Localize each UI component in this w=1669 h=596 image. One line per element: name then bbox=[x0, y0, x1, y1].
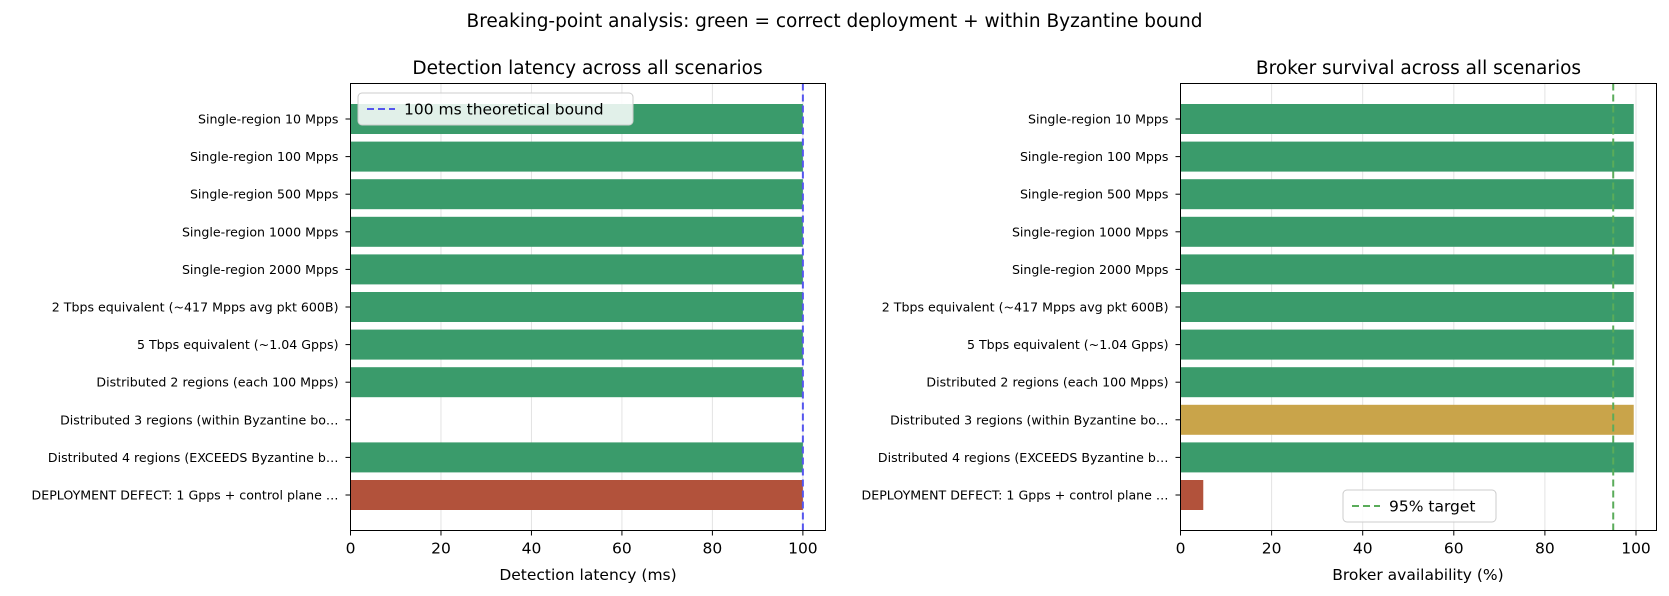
survival-panel-title: Broker survival across all scenarios bbox=[1256, 58, 1581, 79]
latency-category-label: Distributed 3 regions (within Byzantine … bbox=[60, 412, 338, 427]
survival-x-tick-label: 80 bbox=[1535, 540, 1555, 558]
survival-category-label: DEPLOYMENT DEFECT: 1 Gpps + control plan… bbox=[862, 488, 1169, 503]
latency-x-tick-label: 100 bbox=[788, 540, 818, 558]
latency-category-label: Distributed 2 regions (each 100 Mpps) bbox=[96, 375, 338, 390]
latency-category-label: Single-region 100 Mpps bbox=[190, 149, 339, 164]
latency-bar bbox=[350, 442, 803, 473]
latency-x-tick-label: 80 bbox=[703, 540, 723, 558]
survival-legend: 95% target bbox=[1342, 489, 1497, 523]
latency-bar bbox=[350, 329, 803, 360]
survival-category-label: Single-region 10 Mpps bbox=[1028, 112, 1169, 127]
survival-category-label: 2 Tbps equivalent (~417 Mpps avg pkt 600… bbox=[882, 300, 1169, 315]
latency-legend-label: 100 ms theoretical bound bbox=[404, 101, 604, 119]
survival-bar bbox=[1180, 329, 1634, 360]
survival-category-label: Distributed 2 regions (each 100 Mpps) bbox=[926, 375, 1168, 390]
survival-panel: Broker survival across all scenarios 0 20… bbox=[862, 58, 1657, 584]
latency-x-tick-label: 40 bbox=[522, 540, 542, 558]
latency-x-axis-label: Detection latency (ms) bbox=[499, 566, 676, 584]
survival-bar bbox=[1180, 367, 1634, 398]
survival-bar bbox=[1180, 216, 1634, 247]
survival-x-tick-label: 20 bbox=[1262, 540, 1282, 558]
latency-bar bbox=[350, 179, 803, 210]
latency-x-tick-label: 0 bbox=[346, 540, 356, 558]
survival-x-tick-label: 60 bbox=[1444, 540, 1464, 558]
survival-bar bbox=[1180, 480, 1204, 510]
latency-bar bbox=[350, 254, 803, 285]
survival-bar bbox=[1180, 442, 1634, 473]
survival-bar bbox=[1180, 104, 1634, 134]
latency-category-label: Single-region 2000 Mpps bbox=[182, 262, 339, 277]
latency-bar bbox=[350, 216, 803, 247]
survival-bar bbox=[1180, 292, 1634, 322]
latency-legend-box bbox=[357, 92, 634, 126]
survival-legend-box bbox=[1342, 489, 1497, 523]
survival-x-tick-label: 40 bbox=[1353, 540, 1373, 558]
survival-plot-frame bbox=[1180, 83, 1657, 531]
survival-category-label: Distributed 4 regions (EXCEEDS Byzantine… bbox=[878, 450, 1169, 465]
latency-bar bbox=[350, 141, 803, 172]
latency-category-label: Distributed 4 regions (EXCEEDS Byzantine… bbox=[48, 450, 339, 465]
latency-panel: Detection latency across all scenarios 0… bbox=[32, 58, 826, 584]
latency-bar bbox=[350, 367, 803, 398]
survival-bar bbox=[1180, 141, 1634, 172]
latency-bar bbox=[350, 292, 803, 322]
latency-x-tick-label: 60 bbox=[612, 540, 632, 558]
survival-x-axis-label: Broker availability (%) bbox=[1332, 566, 1503, 584]
figure-title: Breaking-point analysis: green = correct… bbox=[467, 11, 1203, 32]
latency-category-label: Single-region 10 Mpps bbox=[198, 112, 339, 127]
survival-category-label: Single-region 100 Mpps bbox=[1020, 149, 1169, 164]
latency-category-label: Single-region 1000 Mpps bbox=[182, 224, 339, 239]
survival-bar bbox=[1180, 179, 1634, 210]
latency-panel-title: Detection latency across all scenarios bbox=[412, 58, 762, 79]
survival-x-tick-label: 0 bbox=[1176, 540, 1186, 558]
survival-category-label: Distributed 3 regions (within Byzantine … bbox=[890, 412, 1168, 427]
survival-legend-label: 95% target bbox=[1389, 498, 1476, 516]
survival-category-label: 5 Tbps equivalent (~1.04 Gpps) bbox=[967, 337, 1169, 352]
survival-bar bbox=[1180, 404, 1634, 435]
survival-category-label: Single-region 1000 Mpps bbox=[1012, 224, 1169, 239]
latency-legend: 100 ms theoretical bound bbox=[357, 92, 634, 126]
latency-plot-frame bbox=[350, 83, 826, 531]
survival-bar bbox=[1180, 254, 1634, 285]
survival-x-tick-label: 100 bbox=[1621, 540, 1651, 558]
latency-category-label: DEPLOYMENT DEFECT: 1 Gpps + control plan… bbox=[32, 488, 339, 503]
survival-category-label: Single-region 2000 Mpps bbox=[1012, 262, 1169, 277]
latency-category-label: 5 Tbps equivalent (~1.04 Gpps) bbox=[137, 337, 339, 352]
latency-x-tick-label: 20 bbox=[431, 540, 451, 558]
latency-category-label: 2 Tbps equivalent (~417 Mpps avg pkt 600… bbox=[52, 300, 339, 315]
latency-bar bbox=[350, 480, 803, 510]
survival-category-label: Single-region 500 Mpps bbox=[1020, 187, 1169, 202]
latency-category-label: Single-region 500 Mpps bbox=[190, 187, 339, 202]
